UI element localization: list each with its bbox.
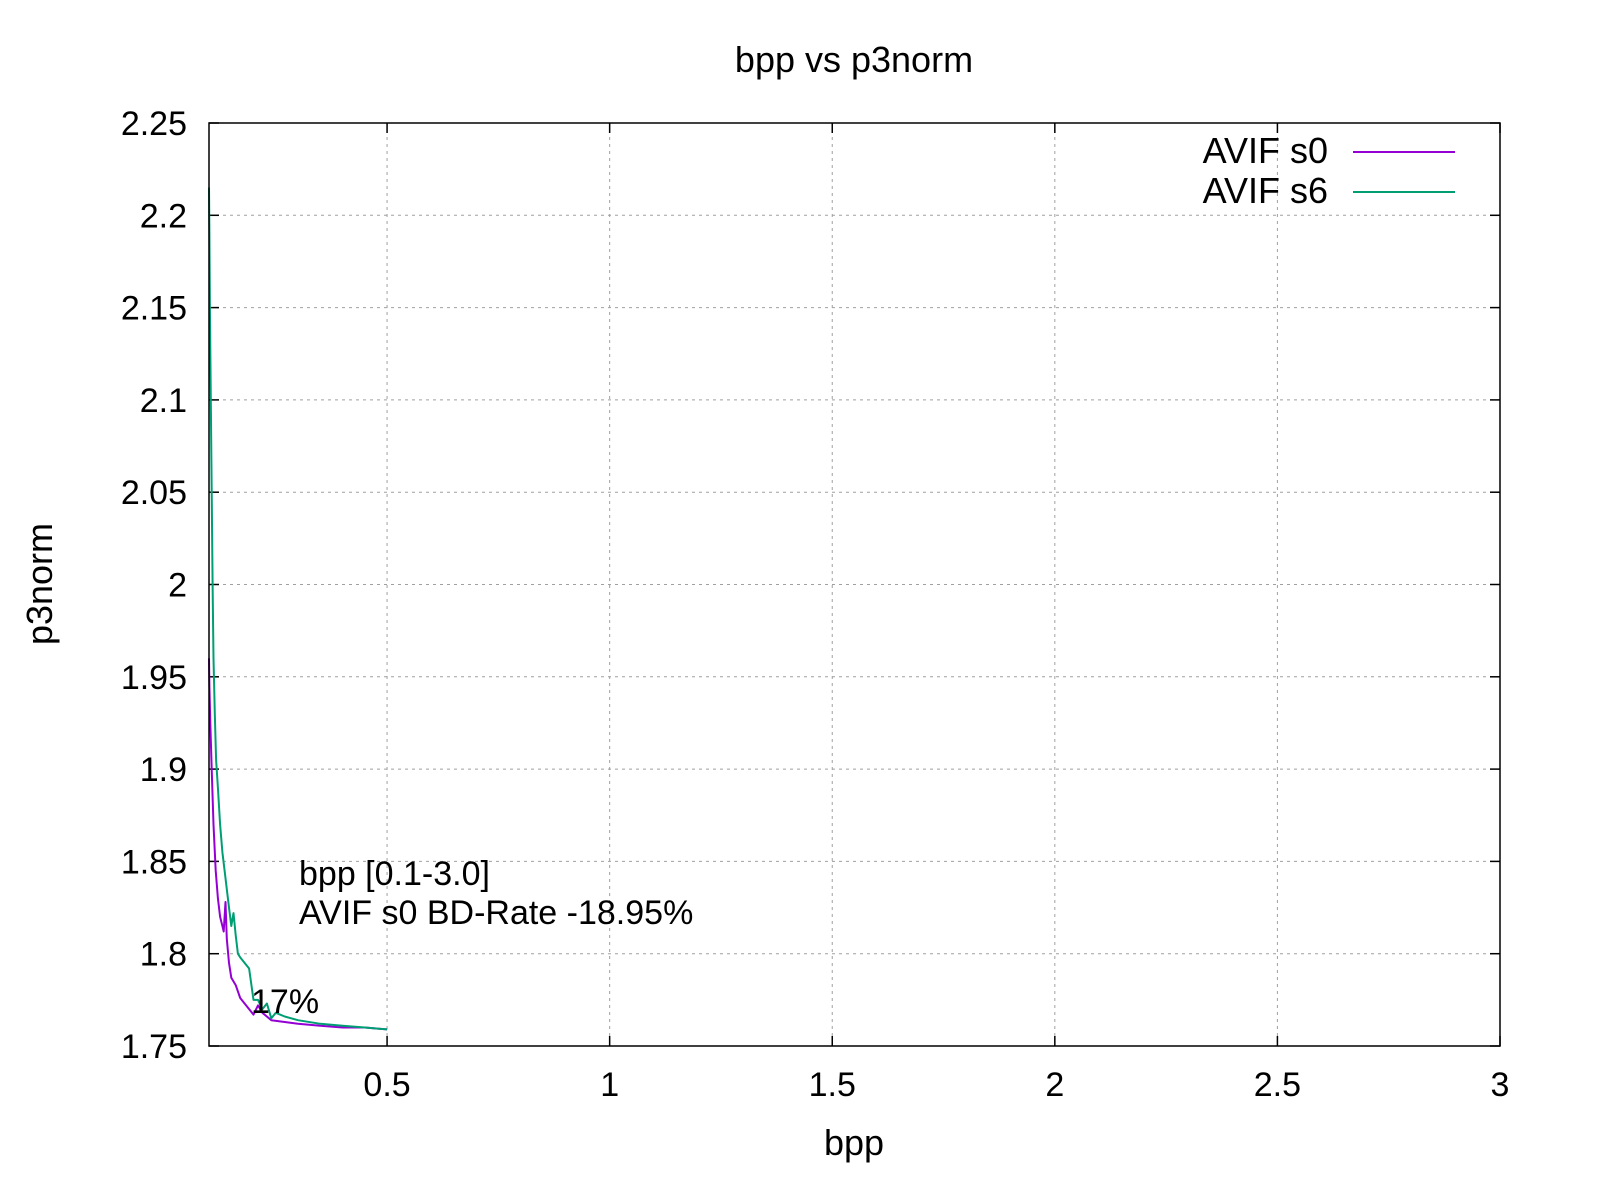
legend-label-avif-s6: AVIF s6 bbox=[1203, 170, 1328, 211]
chart-title: bpp vs p3norm bbox=[735, 39, 973, 80]
y-tick-label: 2.1 bbox=[140, 382, 187, 420]
y-tick-label: 1.9 bbox=[140, 751, 187, 789]
y-tick-label: 2.25 bbox=[121, 105, 187, 143]
x-tick-label: 2 bbox=[1045, 1066, 1064, 1104]
plot-frame bbox=[208, 122, 1501, 1047]
y-tick-label: 2.15 bbox=[121, 290, 187, 328]
y-tick-label: 1.75 bbox=[121, 1028, 187, 1066]
y-tick-label: 1.8 bbox=[140, 936, 187, 974]
y-tick-label: 1.95 bbox=[121, 659, 187, 697]
annotation-percent: 17% bbox=[251, 983, 319, 1021]
y-tick-label: 2 bbox=[168, 567, 187, 605]
annotation-bpp-range: bpp [0.1-3.0] bbox=[299, 855, 490, 893]
legend-label-avif-s0: AVIF s0 bbox=[1203, 130, 1328, 171]
x-axis-label: bpp bbox=[824, 1122, 884, 1163]
legend: AVIF s0 AVIF s6 bbox=[1203, 130, 1455, 211]
x-tick-label: 1.5 bbox=[809, 1066, 856, 1104]
series-line-avif-s6 bbox=[208, 187, 388, 1031]
x-tick-labels: 0.5 1 1.5 2 2.5 3 bbox=[363, 1066, 1509, 1104]
y-tick-labels: 1.75 1.8 1.85 1.9 1.95 2 2.05 2.1 2.15 2.2 2.25 bbox=[121, 105, 187, 1066]
y-tick-label: 1.85 bbox=[121, 843, 187, 881]
x-tick-label: 0.5 bbox=[363, 1066, 410, 1104]
x-tick-label: 2.5 bbox=[1254, 1066, 1301, 1104]
x-tick-label: 1 bbox=[600, 1066, 619, 1104]
x-tick-label: 3 bbox=[1491, 1066, 1510, 1104]
y-axis-label: p3norm bbox=[19, 523, 60, 645]
series-line-avif-s0 bbox=[208, 658, 388, 1031]
annotation-bd-rate: AVIF s0 BD-Rate -18.95% bbox=[299, 894, 693, 932]
plot-series bbox=[208, 187, 388, 1031]
y-tick-label: 2.05 bbox=[121, 474, 187, 512]
y-tick-label: 2.2 bbox=[140, 197, 187, 235]
